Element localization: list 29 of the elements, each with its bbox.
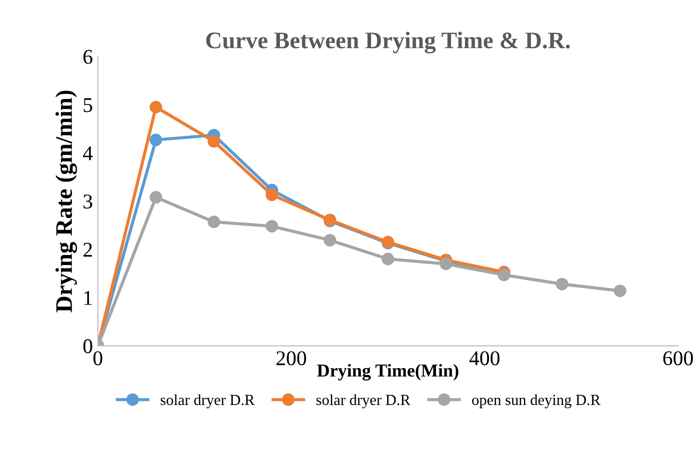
point [208, 135, 220, 148]
chart-title: Curve Between Drying Time & D.R. [206, 32, 570, 54]
point [150, 100, 162, 114]
point [324, 234, 336, 246]
y-tick-label: 3 [84, 194, 92, 209]
y-tick-label: 2 [83, 242, 92, 257]
point [382, 252, 394, 266]
y-tick-label: 4 [82, 146, 93, 160]
y-axis-title: Drying Rate (gm/min) [55, 90, 78, 312]
point [208, 216, 220, 228]
point [440, 258, 452, 270]
point [614, 284, 626, 298]
x-tick-label: 600 [663, 351, 693, 366]
point [150, 134, 162, 146]
point [266, 220, 278, 232]
y-tick-label: 1 [84, 291, 92, 305]
legend-label: solar dryer D.R [160, 394, 255, 408]
x-tick-label: 0 [93, 351, 102, 366]
x-axis-title: Drying Time(Min) [317, 364, 458, 380]
legend-label: open sun deying D.R [472, 394, 601, 408]
x-tick-label: 200 [276, 351, 306, 366]
point [266, 188, 278, 202]
point [556, 278, 568, 290]
y-tick-label: 5 [84, 98, 92, 112]
point [150, 191, 162, 204]
x-tick-label: 400 [469, 351, 500, 366]
y-tick-label: 0 [83, 339, 92, 354]
y-tick-label: 6 [83, 50, 92, 64]
legend-label: solar dryer D.R [316, 394, 410, 408]
